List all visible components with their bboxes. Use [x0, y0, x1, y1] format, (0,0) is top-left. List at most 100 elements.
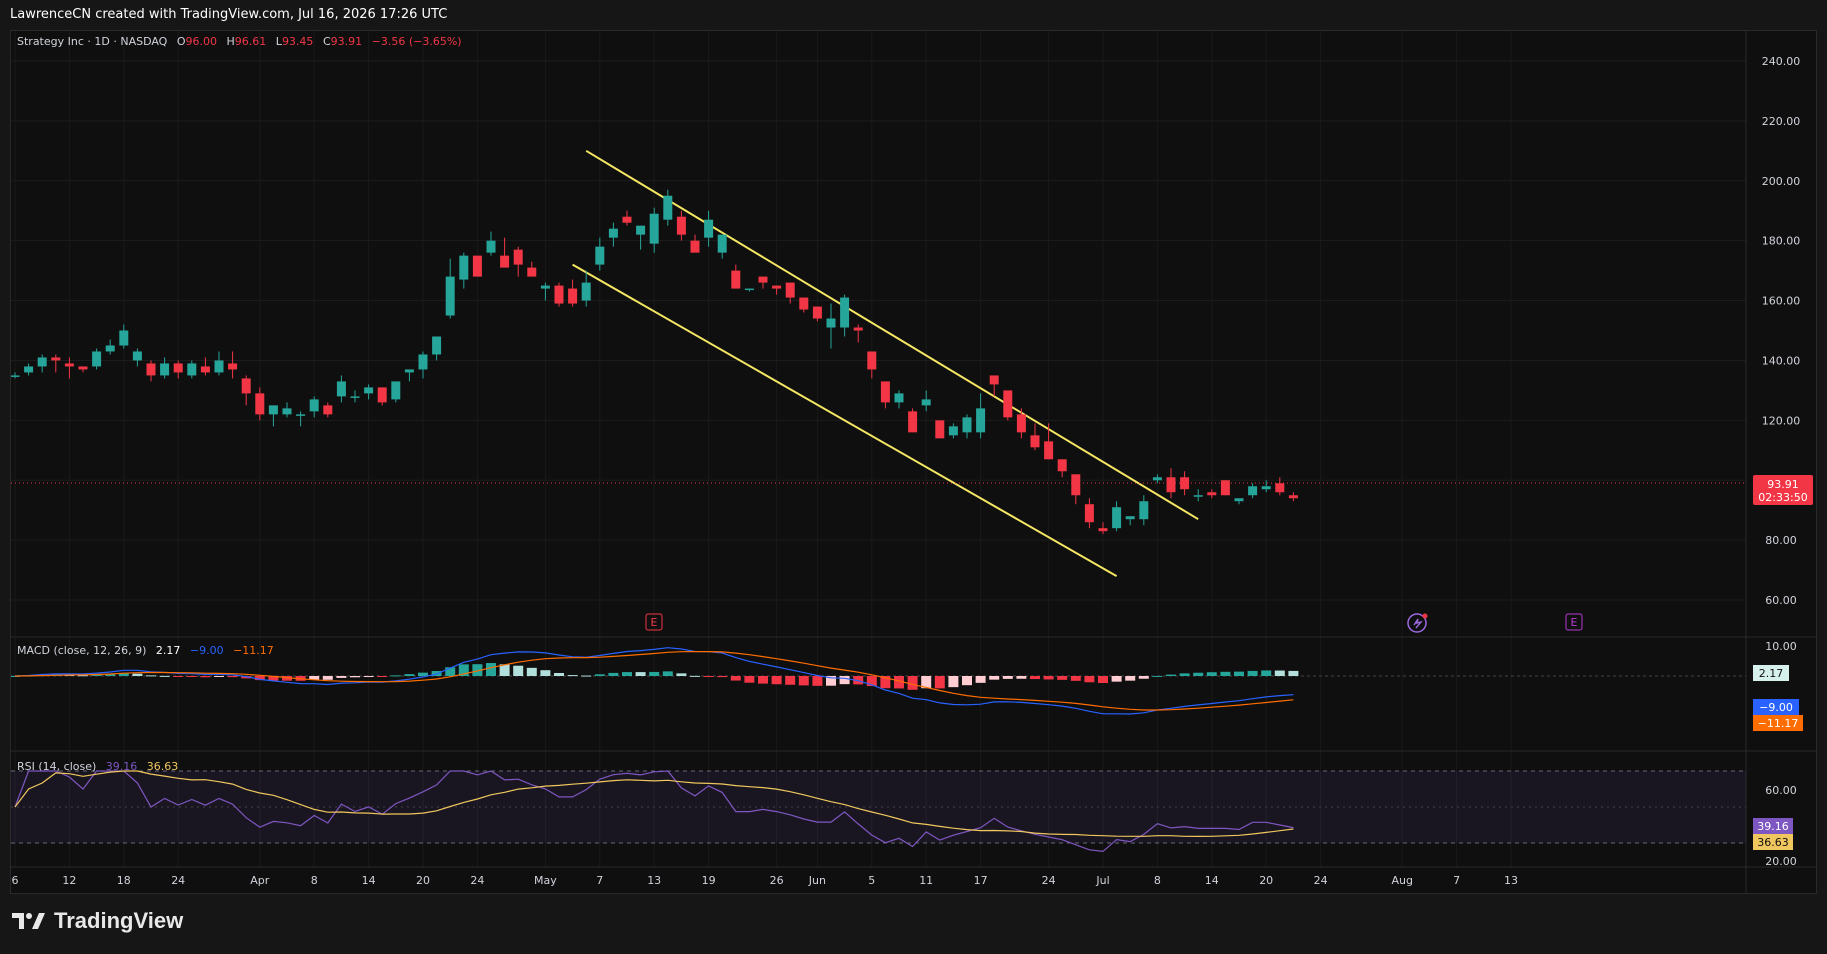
candle-body: [214, 360, 224, 373]
channel-lines[interactable]: [572, 149, 1199, 577]
svg-text:36.63: 36.63: [1757, 836, 1789, 849]
macd-hist-bar: [1206, 672, 1217, 676]
candle-body: [1248, 486, 1258, 496]
svg-text:E: E: [651, 616, 658, 629]
macd-hist-bar: [594, 674, 605, 676]
time-axis[interactable]: 6 12 18 24 Apr 8 14 20 24 May 7 13 19 26 Jun 5 11 17 24 Jul…: [12, 874, 1519, 887]
time-tick-label: 24: [1314, 874, 1328, 887]
candle-body: [894, 393, 904, 403]
time-tick-label: 18: [117, 874, 131, 887]
candle-body: [744, 288, 754, 291]
time-tick-label: 14: [362, 874, 376, 887]
symbol-title[interactable]: Strategy Inc · 1D · NASDAQ O96.00 H96.61…: [17, 35, 462, 48]
rsi-ma-badge: [1753, 834, 1793, 850]
macd-hist-bar: [445, 667, 456, 676]
macd-hist-bar: [703, 676, 714, 677]
macd-hist-bar: [1084, 676, 1095, 683]
tradingview-brand[interactable]: TradingView: [12, 908, 183, 934]
macd-hist-bar: [186, 676, 197, 677]
svg-text:39.16: 39.16: [1757, 820, 1789, 833]
candle-body: [581, 282, 591, 301]
macd-axis-label: 10.00: [1765, 640, 1797, 653]
price-tick-label: 120.00: [1762, 414, 1801, 427]
macd-hist-bar: [1166, 674, 1176, 676]
candle-body: [976, 408, 986, 433]
created-by-text: LawrenceCN created with TradingView.com,…: [10, 7, 448, 22]
time-tick-label: Jul: [1095, 874, 1109, 887]
macd-hist-bar: [635, 672, 646, 676]
rsi-line: [14, 770, 1294, 853]
price-tick-label: 60.00: [1765, 594, 1797, 607]
time-tick-label: 6: [12, 874, 19, 887]
chart-frame[interactable]: Strategy Inc · 1D · NASDAQ O96.00 H96.61…: [10, 30, 1817, 894]
last-price-value: 93.91: [1767, 478, 1799, 491]
candle-body: [1180, 477, 1190, 490]
time-tick-label: 20: [1259, 874, 1273, 887]
earnings-marker-future[interactable]: E: [1565, 613, 1583, 631]
candle-body: [812, 306, 822, 319]
price-tick-label: 240.00: [1762, 55, 1801, 68]
price-axis[interactable]: 240.00 220.00 200.00 180.00 160.00 140.00 120.…: [1762, 55, 1801, 607]
channel-line: [585, 149, 1199, 521]
macd-hist-bar: [404, 674, 415, 676]
candle-body: [255, 393, 265, 415]
candle-body: [282, 408, 292, 415]
time-tick-label: 11: [919, 874, 933, 887]
macd-pane[interactable]: MACD (close, 12, 26, 9) 2.17 −9.00 −11.1…: [10, 640, 1803, 731]
candle-body: [840, 297, 850, 328]
candle-body: [1044, 441, 1054, 460]
macd-hist-bar: [499, 664, 510, 676]
candle-body: [391, 381, 401, 400]
macd-hist-bar: [866, 676, 877, 687]
candles: [10, 189, 1298, 535]
countdown-value: 02:33:50: [1758, 491, 1807, 504]
candle-body: [350, 396, 360, 398]
time-tick-label: 24: [470, 874, 484, 887]
rsi-legend[interactable]: RSI (14, close) 39.16 36.63: [17, 760, 178, 773]
macd-hist-bar: [282, 676, 292, 681]
time-tick-label: 8: [311, 874, 318, 887]
macd-hist-bar: [758, 676, 768, 684]
macd-hist-bar: [554, 672, 564, 676]
macd-hist-bar: [10, 676, 20, 677]
macd-legend[interactable]: MACD (close, 12, 26, 9) 2.17 −9.00 −11.1…: [17, 644, 274, 657]
earnings-marker[interactable]: E: [645, 613, 663, 631]
candle-body: [636, 225, 646, 235]
candle-body: [445, 276, 455, 316]
candle-body: [554, 285, 564, 304]
candle-body: [377, 387, 387, 403]
time-tick-label: 13: [1504, 874, 1518, 887]
grid: [11, 31, 1746, 867]
macd-hist-bar: [676, 673, 687, 676]
candle-body: [608, 228, 618, 238]
candle-body: [690, 240, 700, 253]
macd-hist-bar: [989, 676, 1000, 680]
candle-body: [228, 363, 238, 370]
rsi-pane[interactable]: RSI (14, close) 39.16 36.63 60.00 20.00 …: [11, 760, 1797, 868]
macd-hist-badge: [1753, 665, 1789, 681]
macd-hist-bar: [200, 676, 211, 678]
candle-body: [187, 363, 197, 376]
svg-text:E: E: [1571, 616, 1578, 629]
macd-hist-bar: [690, 675, 700, 677]
rsi-ma-line: [14, 770, 1294, 838]
macd-hist-bar: [526, 667, 537, 676]
candle-body: [1166, 477, 1176, 493]
dividend-icon[interactable]: [1407, 613, 1428, 633]
candle-body: [1275, 483, 1285, 493]
macd-hist-bar: [377, 676, 388, 677]
candle-body: [10, 375, 20, 377]
candle-body: [1234, 498, 1244, 502]
candle-body: [105, 345, 115, 352]
macd-hist-bar: [214, 676, 224, 677]
chart-canvas[interactable]: Strategy Inc · 1D · NASDAQ O96.00 H96.61…: [10, 31, 1816, 893]
macd-hist-bar: [581, 675, 592, 677]
macd-hist-bar: [118, 673, 129, 676]
price-tick-label: 180.00: [1762, 235, 1801, 248]
macd-hist-bar: [1057, 676, 1068, 680]
macd-hist-bar: [1261, 670, 1272, 676]
time-tick-label: 24: [1042, 874, 1056, 887]
macd-hist-bar: [826, 676, 836, 686]
candle-body: [160, 363, 170, 376]
candle-body: [173, 363, 183, 373]
